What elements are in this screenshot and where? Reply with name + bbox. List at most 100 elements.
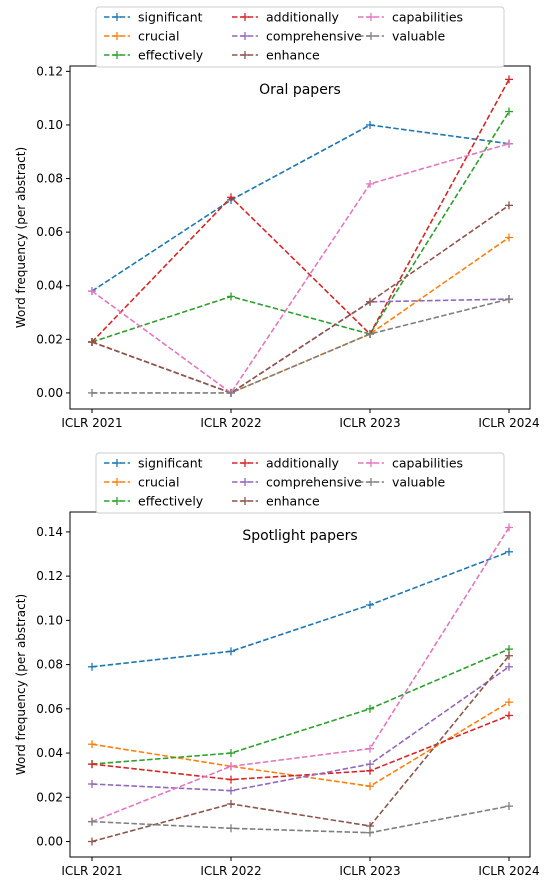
data-point-additionally-2: [227, 775, 235, 784]
legend-entry-significant: significant: [104, 10, 203, 25]
legend-label: crucial: [138, 29, 179, 44]
data-point-capabilities-4: [505, 139, 513, 148]
legend-entry-additionally: additionally: [232, 456, 340, 471]
series-line-significant: [91, 124, 510, 292]
data-point-crucial-4: [505, 698, 513, 707]
legend-label: comprehensive: [266, 475, 362, 490]
data-point-effectively-2: [227, 292, 235, 301]
data-point-valuable-3: [366, 329, 374, 338]
series-line-significant: [91, 551, 510, 668]
x-tick-label: ICLR 2024: [478, 416, 539, 430]
x-tick-label: ICLR 2022: [200, 416, 261, 430]
legend-entry-significant: significant: [104, 456, 203, 471]
data-point-capabilities-3: [366, 744, 374, 753]
y-tick-label: 0.14: [36, 525, 63, 539]
legend-label: comprehensive: [266, 29, 362, 44]
series-line-valuable: [91, 805, 510, 834]
y-tick-label: 0.00: [36, 386, 63, 400]
legend-label: capabilities: [392, 10, 463, 25]
legend-label: crucial: [138, 475, 179, 490]
y-tick-label: 0.08: [36, 172, 63, 186]
legend-label: additionally: [266, 456, 340, 471]
data-point-valuable-2: [227, 824, 235, 833]
legend-entry-enhance: enhance: [232, 48, 320, 63]
data-point-enhance-1: [88, 837, 96, 846]
data-point-enhance-3: [366, 297, 374, 306]
legend-entry-effectively: effectively: [104, 48, 204, 63]
y-axis-label: Word frequency (per abstract): [14, 594, 28, 775]
data-point-significant-4: [505, 547, 513, 556]
series-line-enhance: [91, 204, 510, 394]
x-tick-label: ICLR 2021: [61, 416, 122, 430]
data-point-valuable-1: [88, 388, 96, 397]
y-tick-label: 0.08: [36, 658, 63, 672]
legend: significant crucial effectively additionall…: [95, 452, 505, 514]
x-tick-label: ICLR 2021: [61, 864, 122, 878]
data-point-enhance-4: [505, 651, 513, 660]
data-point-effectively-4: [505, 107, 513, 116]
legend-label: enhance: [266, 494, 320, 509]
legend-entry-capabilities: capabilities: [358, 456, 463, 471]
legend-entry-comprehensive: comprehensive: [232, 475, 362, 490]
y-tick-label: 0.10: [36, 613, 63, 627]
x-tick-label: ICLR 2023: [339, 416, 400, 430]
y-tick-label: 0.04: [36, 746, 63, 760]
data-point-enhance-2: [227, 799, 235, 808]
legend-entry-comprehensive: comprehensive: [232, 29, 362, 44]
chart-panel-1: 0.00 0.02 0.04 0.06 0.08 0.10 0.12 ICLR 2021 ICL…: [14, 6, 540, 430]
plot-frame: [69, 65, 531, 410]
legend-frame: [95, 452, 505, 514]
series-line-comprehensive: [91, 666, 510, 792]
data-point-crucial-1: [88, 740, 96, 749]
data-point-crucial-3: [366, 782, 374, 791]
series-line-capabilities: [91, 142, 510, 395]
data-point-valuable-4: [505, 295, 513, 304]
series-line-additionally: [91, 79, 510, 343]
y-tick-label: 0.06: [36, 702, 63, 716]
data-point-valuable-2: [227, 388, 235, 397]
x-tick-label: ICLR 2024: [478, 864, 539, 878]
y-tick-label: 0.04: [36, 279, 63, 293]
data-point-comprehensive-1: [88, 780, 96, 789]
series-line-crucial: [91, 701, 510, 788]
legend-label: effectively: [138, 494, 204, 509]
data-point-valuable-1: [88, 817, 96, 826]
data-point-comprehensive-4: [505, 662, 513, 671]
legend-frame: [95, 6, 505, 68]
y-axis-label: Word frequency (per abstract): [14, 147, 28, 328]
series-line-enhance: [91, 655, 510, 843]
legend-label: capabilities: [392, 456, 463, 471]
legend-entry-enhance: enhance: [232, 494, 320, 509]
data-point-capabilities-3: [366, 179, 374, 188]
data-point-capabilities-4: [505, 523, 513, 532]
data-point-enhance-1: [88, 338, 96, 347]
legend-label: significant: [138, 10, 203, 25]
legend-entry-capabilities: capabilities: [358, 10, 463, 25]
data-point-effectively-3: [366, 704, 374, 713]
legend-label: valuable: [392, 475, 446, 490]
chart-title: Spotlight papers: [242, 528, 357, 544]
series-line-effectively: [91, 111, 510, 343]
plot-frame: [69, 511, 531, 858]
legend-label: additionally: [266, 10, 340, 25]
chart-title: Oral papers: [259, 82, 341, 98]
legend-entry-additionally: additionally: [232, 10, 340, 25]
data-point-additionally-4: [505, 711, 513, 720]
x-tick-label: ICLR 2023: [339, 864, 400, 878]
y-tick-label: 0.02: [36, 790, 63, 804]
data-point-additionally-2: [227, 193, 235, 202]
legend-label: valuable: [392, 29, 446, 44]
data-point-significant-1: [88, 662, 96, 671]
data-point-crucial-4: [505, 233, 513, 242]
y-tick-label: 0.12: [36, 64, 63, 78]
legend-label: effectively: [138, 48, 204, 63]
data-point-additionally-1: [88, 760, 96, 769]
y-tick-label: 0.02: [36, 332, 63, 346]
chart-panel-2: 0.00 0.02 0.04 0.06 0.08 0.10 0.12 0.14 ICLR 202…: [14, 452, 540, 878]
y-tick-label: 0.12: [36, 569, 63, 583]
y-tick-label: 0.06: [36, 225, 63, 239]
data-point-comprehensive-3: [366, 760, 374, 769]
legend-label: significant: [138, 456, 203, 471]
legend: significant crucial effectively additionall…: [95, 6, 505, 68]
legend-label: enhance: [266, 48, 320, 63]
